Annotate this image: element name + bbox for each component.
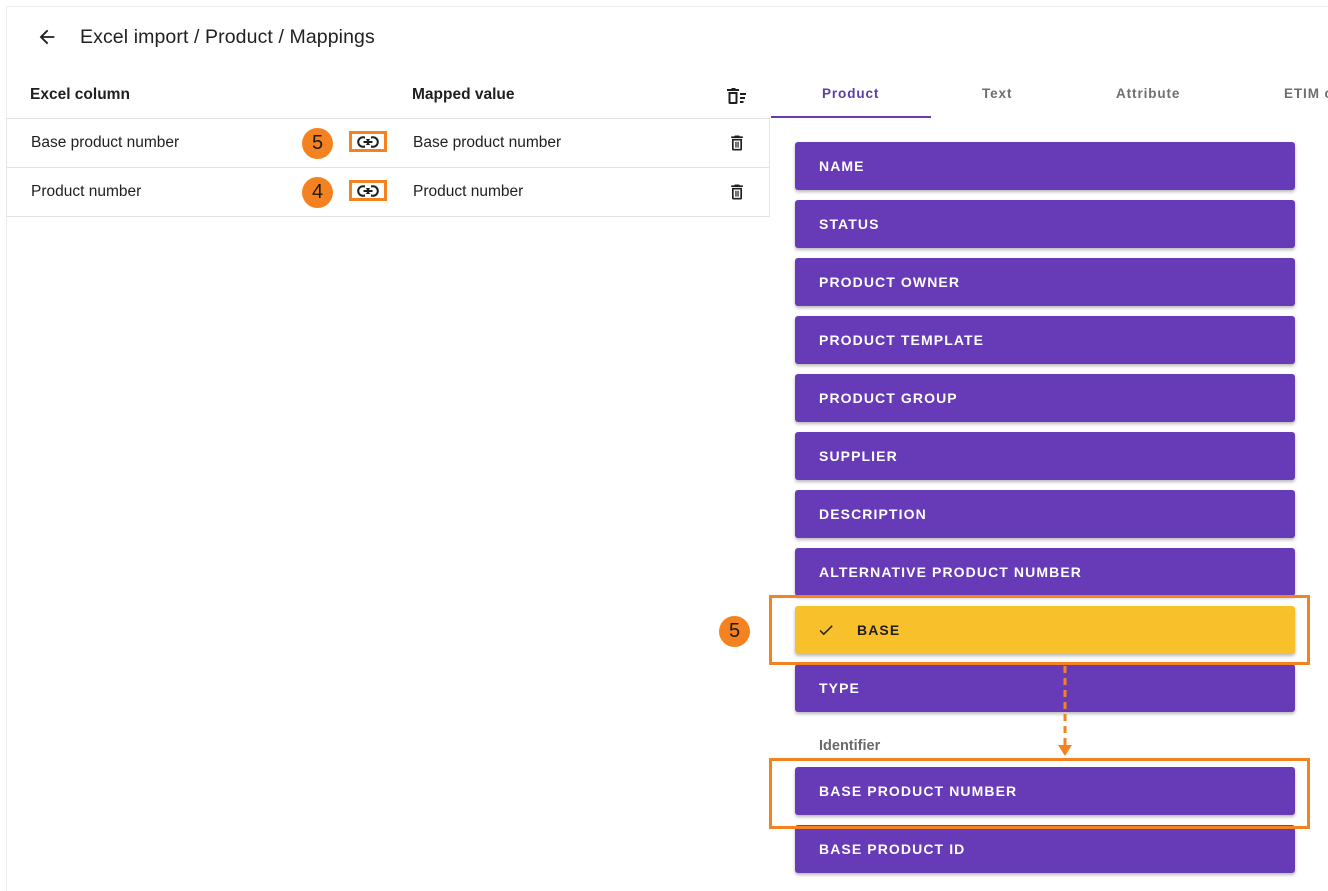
identifier-group-label: Identifier — [819, 738, 881, 754]
field-label: BASE PRODUCT ID — [819, 841, 966, 857]
field-button-base-product-id[interactable]: BASE PRODUCT ID — [795, 825, 1295, 873]
field-label: BASE — [857, 622, 901, 638]
annotation-highlight-base — [769, 595, 1310, 665]
field-button-base[interactable]: BASE — [795, 606, 1295, 654]
mapping-table: Excel column Mapped value Base product n… — [6, 72, 770, 217]
delete-mapping-button[interactable] — [726, 132, 748, 154]
field-label: PRODUCT TEMPLATE — [819, 332, 985, 348]
mapped-value-cell: Base product number — [413, 134, 562, 151]
page-title: Excel import / Product / Mappings — [80, 25, 375, 48]
delete-sweep-icon — [727, 88, 746, 104]
field-button-alternative-product-number[interactable]: ALTERNATIVE PRODUCT NUMBER — [795, 548, 1295, 596]
field-label: TYPE — [819, 680, 860, 696]
excel-column-cell: Product number — [31, 183, 142, 200]
table-row: Base product number 5 Base product numbe… — [6, 119, 770, 168]
link-icon — [357, 184, 379, 197]
check-icon — [817, 621, 835, 639]
tab-attribute[interactable]: Attribute — [1116, 86, 1181, 101]
field-button-product-group[interactable]: PRODUCT GROUP — [795, 374, 1295, 422]
tab-etim-class[interactable]: ETIM class — [1284, 86, 1328, 101]
field-tabs: Product Text Attribute ETIM class — [771, 72, 1328, 118]
step-badge: 4 — [302, 177, 333, 208]
field-label: SUPPLIER — [819, 448, 898, 464]
link-button[interactable] — [349, 131, 387, 152]
field-button-description[interactable]: DESCRIPTION — [795, 490, 1295, 538]
trash-icon — [731, 184, 743, 200]
field-label: NAME — [819, 158, 865, 174]
field-button-base-product-number[interactable]: BASE PRODUCT NUMBER — [795, 767, 1295, 815]
link-icon — [357, 135, 379, 148]
field-label: PRODUCT OWNER — [819, 274, 961, 290]
field-button-product-owner[interactable]: PRODUCT OWNER — [795, 258, 1295, 306]
step-badge: 5 — [302, 128, 333, 159]
field-label: ALTERNATIVE PRODUCT NUMBER — [819, 564, 1082, 580]
excel-column-header: Excel column — [30, 86, 130, 103]
mapped-value-cell: Product number — [413, 183, 524, 200]
field-label: PRODUCT GROUP — [819, 390, 958, 406]
excel-column-cell: Base product number — [31, 134, 180, 151]
annotation-arrow — [1058, 666, 1072, 756]
page-header: Excel import / Product / Mappings — [34, 24, 375, 50]
field-label: STATUS — [819, 216, 880, 232]
clear-all-mappings-button[interactable] — [724, 84, 748, 108]
arrow-back-icon — [39, 29, 55, 45]
table-header: Excel column Mapped value — [6, 72, 770, 119]
link-button[interactable] — [349, 180, 387, 201]
field-button-product-template[interactable]: PRODUCT TEMPLATE — [795, 316, 1295, 364]
table-row: Product number 4 Product number — [6, 168, 770, 217]
back-button[interactable] — [34, 24, 60, 50]
field-label: BASE PRODUCT NUMBER — [819, 783, 1018, 799]
delete-mapping-button[interactable] — [726, 181, 748, 203]
annotation-highlight-base-product-number — [769, 758, 1310, 829]
mapped-value-header: Mapped value — [412, 86, 515, 103]
step-badge: 5 — [719, 616, 750, 647]
active-tab-indicator — [771, 116, 931, 118]
field-button-type[interactable]: TYPE — [795, 664, 1295, 712]
trash-icon — [731, 135, 743, 151]
tab-product[interactable]: Product — [822, 86, 880, 101]
field-label: DESCRIPTION — [819, 506, 927, 522]
field-button-status[interactable]: STATUS — [795, 200, 1295, 248]
tab-text[interactable]: Text — [982, 86, 1013, 101]
field-button-name[interactable]: NAME — [795, 142, 1295, 190]
field-button-supplier[interactable]: SUPPLIER — [795, 432, 1295, 480]
